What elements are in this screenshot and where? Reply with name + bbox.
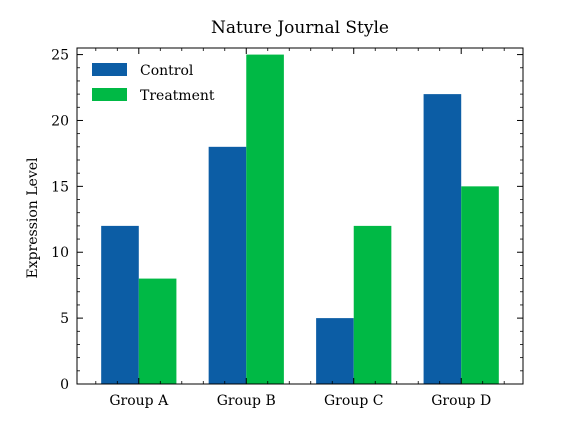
y-axis-label: Expression Level (25, 157, 41, 279)
bar-treatment-group-d (461, 186, 499, 384)
bar-control-group-b (208, 146, 247, 384)
legend-label-control: Control (140, 63, 194, 79)
plot-frame (76, 47, 524, 385)
legend-swatch-treatment (92, 88, 127, 101)
y-tick-label: 5 (60, 311, 69, 327)
y-tick-label: 25 (51, 48, 69, 64)
x-tick-label: Group C (324, 393, 383, 409)
y-ticks: 0 5 10 15 20 25 (51, 48, 523, 393)
chart-title: Nature Journal Style (211, 18, 389, 38)
y-tick-label: 20 (51, 113, 69, 129)
axes-layer (76, 47, 524, 385)
x-tick-label: Group B (217, 393, 276, 409)
y-tick-label: 0 (60, 377, 69, 393)
legend-swatch-control (92, 63, 127, 76)
legend: Control Treatment (92, 63, 215, 104)
y-tick-label: 10 (51, 245, 69, 261)
x-tick-label: Group D (431, 393, 491, 409)
bars-layer (101, 54, 499, 385)
bar-control-group-c (316, 318, 354, 384)
x-ticks: Group A Group B Group C Group D (95, 48, 505, 409)
x-tick-label: Group A (109, 393, 169, 409)
bar-treatment-group-a (138, 278, 177, 384)
bar-treatment-group-b (246, 54, 284, 385)
bar-control-group-a (101, 225, 139, 384)
legend-label-treatment: Treatment (140, 88, 215, 104)
bar-treatment-group-c (353, 225, 392, 384)
y-tick-label: 15 (51, 179, 69, 195)
bar-control-group-d (423, 94, 462, 384)
